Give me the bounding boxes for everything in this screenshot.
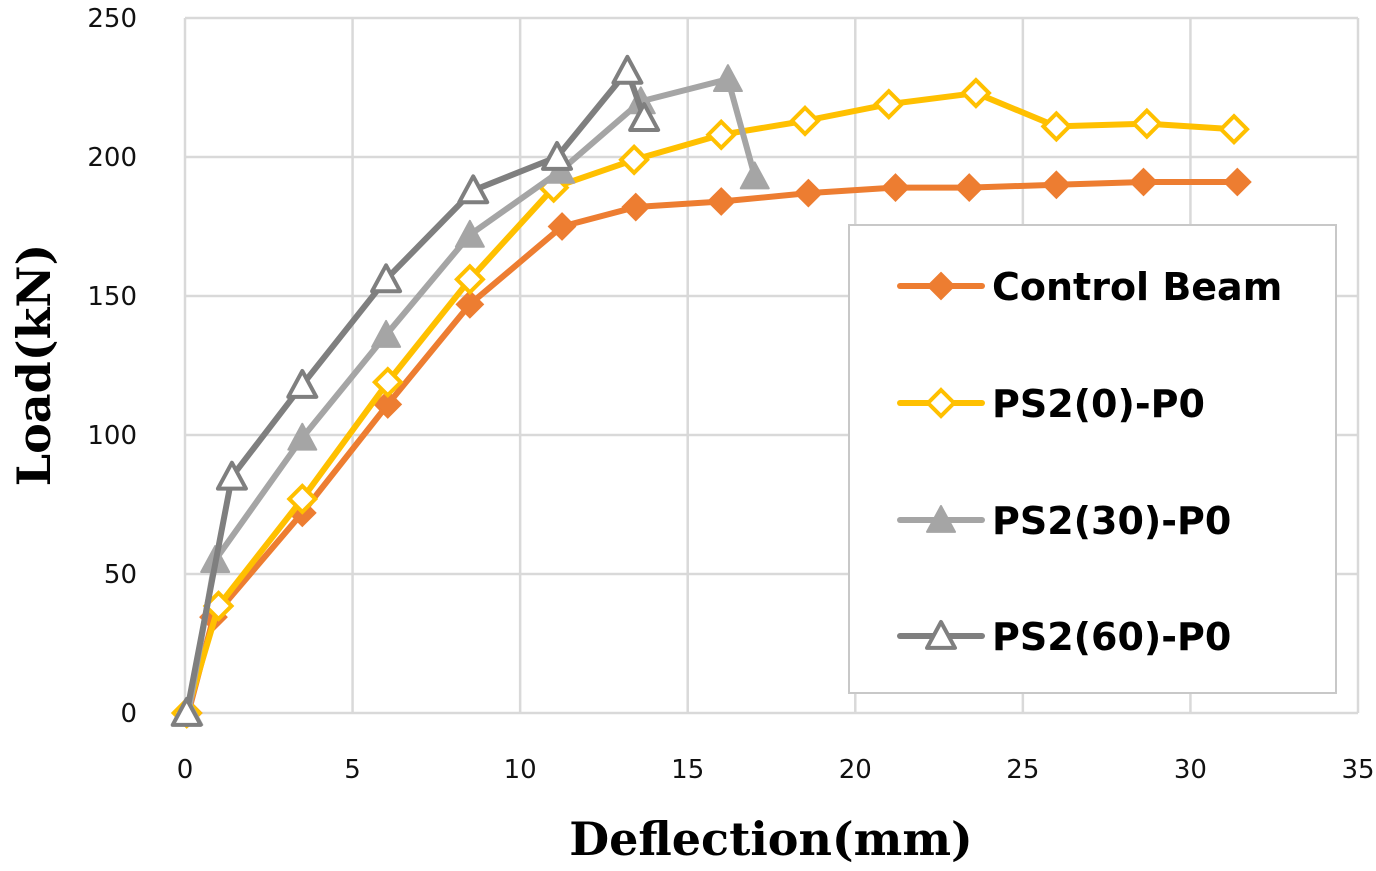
- data-point: [1041, 170, 1071, 200]
- y-axis-title: Load(kN): [7, 244, 61, 486]
- x-tick-labels: 0 5 10 15 20 25 30 35: [177, 755, 1375, 785]
- data-point: [712, 64, 743, 93]
- series-ps2-0-p0: [170, 77, 1250, 729]
- series-ps2-60-p0: [170, 54, 661, 727]
- data-point: [286, 483, 319, 515]
- data-point: [789, 105, 821, 137]
- data-point: [705, 118, 738, 151]
- data-point: [170, 697, 203, 727]
- legend: Control Beam PS2(0)-P0 PS2(30)-P0 PS2(60)-P…: [848, 224, 1337, 694]
- series-line: [183, 67, 647, 714]
- legend-marker: [925, 620, 957, 650]
- data-point: [454, 219, 485, 248]
- series-line: [185, 179, 1238, 714]
- data-point: [371, 319, 402, 348]
- y-tick-label: 100: [87, 421, 137, 451]
- x-tick-label: 35: [1341, 755, 1374, 785]
- y-tick-label: 250: [87, 4, 137, 34]
- x-tick-label: 10: [504, 755, 537, 785]
- data-point: [547, 212, 577, 241]
- data-point: [618, 143, 650, 176]
- y-tick-label: 0: [120, 699, 137, 729]
- series-line: [183, 90, 1235, 714]
- y-tick-label: 200: [87, 143, 137, 173]
- legend-label: PS2(60)-P0: [992, 615, 1231, 659]
- data-point: [370, 263, 403, 294]
- data-point: [1222, 167, 1252, 197]
- data-point: [1129, 167, 1158, 197]
- series-line: [185, 76, 758, 714]
- data-point: [371, 366, 404, 399]
- series-ps2-30-p0: [173, 64, 770, 726]
- data-point: [373, 390, 403, 419]
- legend-marker: [926, 271, 956, 301]
- data-point: [739, 161, 770, 190]
- data-point: [706, 187, 736, 216]
- y-tick-label: 50: [104, 560, 137, 590]
- data-point: [872, 88, 905, 121]
- x-tick-label: 30: [1174, 755, 1207, 785]
- data-point: [1218, 113, 1250, 146]
- x-tick-label: 5: [344, 755, 361, 785]
- data-point: [611, 54, 644, 85]
- data-point: [960, 77, 992, 109]
- legend-label: PS2(0)-P0: [992, 382, 1205, 426]
- data-point: [287, 422, 318, 451]
- data-point: [954, 173, 984, 202]
- data-point: [793, 178, 823, 208]
- x-tick-label: 25: [1006, 755, 1039, 785]
- y-tick-label: 150: [87, 282, 137, 312]
- data-point: [541, 141, 574, 171]
- y-tick-labels: 0 50 100 150 200 250: [87, 4, 137, 729]
- x-tick-label: 0: [177, 755, 194, 785]
- data-point: [286, 368, 319, 399]
- data-point: [455, 289, 485, 319]
- data-point: [215, 460, 248, 491]
- legend-item: PS2(60)-P0: [897, 615, 1231, 659]
- legend-item: PS2(30)-P0: [897, 499, 1231, 543]
- legend-item: PS2(0)-P0: [897, 382, 1205, 426]
- legend-marker: [926, 505, 956, 533]
- data-point: [454, 263, 486, 296]
- legend-item: Control Beam: [897, 265, 1282, 309]
- legend-label: Control Beam: [992, 265, 1282, 309]
- legend-box: [848, 224, 1337, 694]
- data-point: [621, 192, 651, 222]
- series-group: [170, 54, 1252, 729]
- legend-marker: [925, 387, 957, 419]
- data-point: [881, 173, 910, 202]
- legend-label: PS2(30)-P0: [992, 499, 1231, 543]
- data-point: [457, 174, 490, 205]
- x-axis-title: Deflection(mm): [569, 812, 973, 866]
- series-control-beam: [173, 167, 1252, 728]
- x-tick-label: 20: [839, 755, 872, 785]
- x-tick-label: 15: [671, 755, 704, 785]
- data-point: [628, 102, 661, 132]
- data-point: [1131, 107, 1163, 140]
- data-point: [1040, 110, 1073, 143]
